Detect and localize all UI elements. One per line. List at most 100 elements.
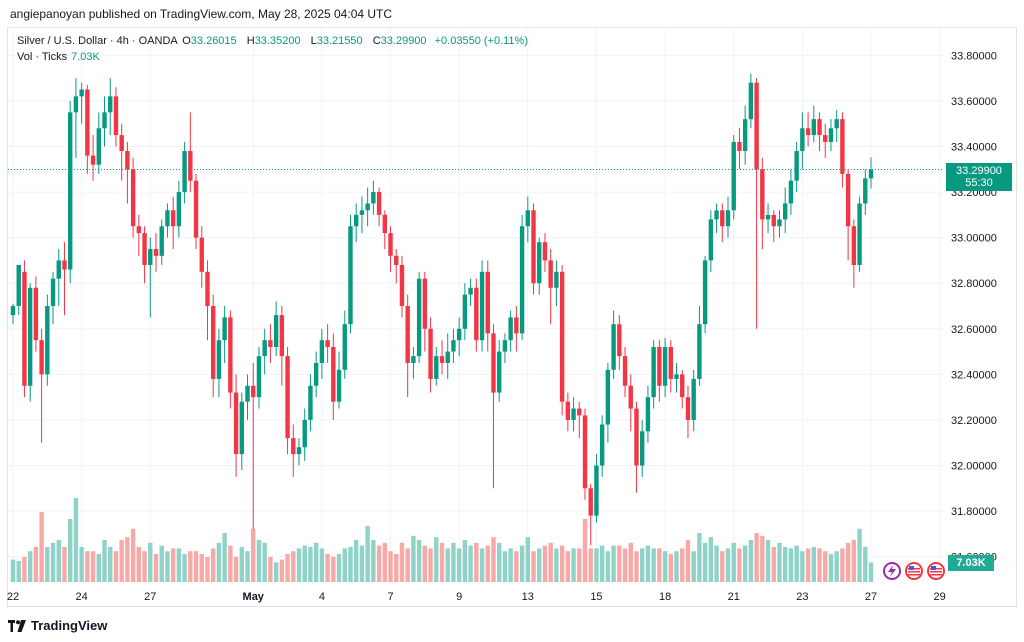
volume-bar-82 [479,548,485,582]
candle-body-136 [788,180,794,204]
volume-bar-10 [68,519,73,582]
candle-body-58 [342,324,347,370]
candle-body-148 [857,203,862,265]
candle-body-79 [462,294,468,329]
candle-body-37 [222,317,227,341]
volume-bar-36 [216,542,222,582]
close-label: C [372,35,381,47]
volume-bar-142 [823,551,828,582]
volume-bar-62 [365,526,370,582]
open-label: O [182,35,191,47]
x-tick-label-4: 4 [319,591,325,603]
volume-bar-11 [73,498,79,582]
volume-bar-32 [193,551,199,582]
volume-bar-43 [256,540,262,582]
candle-body-139 [805,128,811,136]
candle-body-134 [777,219,782,227]
volume-bar-75 [439,542,445,582]
candle-body-75 [439,356,445,363]
x-tick-label-2: 27 [144,591,156,603]
volume-bar-51 [302,545,307,582]
x-tick-label-9: 18 [659,591,671,603]
candle-body-96 [559,271,565,402]
volume-bar-35 [211,548,216,582]
volume-bar-92 [537,548,542,582]
candle-body-67 [394,255,399,265]
x-tick-label-8: 15 [590,591,602,603]
volume-bar-55 [325,554,330,582]
volume-bar-1 [16,561,21,582]
volume-bar-7 [50,542,56,582]
candle-body-7 [50,278,56,306]
candle-body-121 [702,260,708,325]
candle-body-107 [622,356,628,386]
volume-bar-57 [336,554,342,582]
volume-bar-58 [342,548,347,582]
volume-bar-9 [62,547,67,582]
volume-bar-86 [502,551,508,582]
volume-bar-40 [239,547,244,582]
candle-body-3 [27,287,33,386]
volume-bar-98 [571,548,576,582]
candle-body-45 [268,340,273,348]
candle-body-124 [720,210,725,227]
volume-bar-8 [56,540,61,582]
candle-body-138 [800,128,805,152]
volume-bar-64 [376,545,382,582]
volume-bar-99 [577,548,582,582]
volume-bar-24 [148,542,153,582]
x-tick-label-7: 13 [522,591,534,603]
candle-body-137 [794,151,799,181]
lightning-event-icon[interactable] [883,562,901,580]
candle-body-113 [657,347,662,386]
candle-body-38 [228,317,233,393]
volume-bar-148 [857,528,862,582]
y-tick-label-9: 33.40000 [951,141,997,153]
volume-bar-74 [434,537,439,582]
candle-body-63 [371,192,376,204]
candle-body-44 [262,340,267,357]
candle-body-133 [771,214,776,227]
volume-bar-127 [737,548,742,582]
volume-bar-131 [760,535,765,582]
us-flag-event-icon-2[interactable] [927,562,945,580]
candle-body-77 [451,340,456,352]
close-value: 33.29900 [380,35,427,47]
volume-bar-46 [273,562,279,582]
candle-body-114 [662,347,668,386]
candle-body-106 [617,324,622,357]
footer-brand: TradingView [8,618,107,633]
candle-body-61 [359,210,365,215]
volume-bar-132 [765,540,771,582]
volume-bar-117 [680,548,685,582]
candle-body-65 [382,214,387,234]
volume-bar-141 [817,548,822,582]
volume-bar-84 [491,537,496,582]
volume-bar-114 [662,551,668,582]
candle-body-60 [354,214,359,227]
volume-bar-2 [22,556,27,582]
volume-bar-25 [153,554,159,582]
candle-body-20 [125,151,130,170]
volume-bar-125 [725,548,731,582]
candle-body-147 [851,226,857,265]
candle-body-17 [108,96,113,113]
candle-body-48 [285,356,290,439]
candle-body-11 [73,96,79,113]
candle-body-120 [697,324,702,379]
volume-bar-150 [868,562,874,582]
volume-bar-5 [39,512,44,582]
volume-bar-83 [485,545,490,582]
volume-bar-109 [634,551,639,582]
volume-bar-26 [159,545,164,582]
candle-body-43 [256,356,262,398]
volume-bar-91 [531,551,536,582]
candle-body-95 [554,271,559,288]
volume-bar-22 [136,547,142,582]
volume-bar-145 [840,548,845,582]
candle-body-24 [148,249,153,265]
us-flag-event-icon[interactable] [905,562,923,580]
candle-body-46 [273,315,279,348]
candle-body-78 [456,328,462,341]
